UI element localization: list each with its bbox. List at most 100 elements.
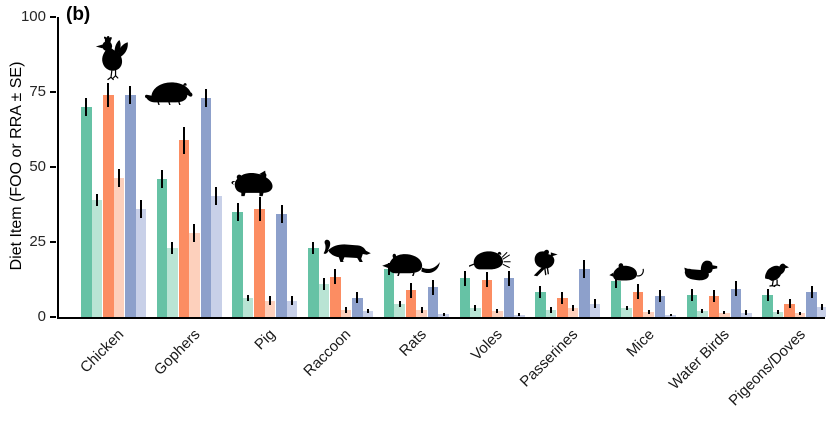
panel-label: (b) [66,4,91,25]
x-label-gophers: Gophers [150,326,204,379]
error-bar-foo-blue-raccoon [356,292,359,303]
bar-foo-orange-passerines [557,291,568,317]
bar-group-water-birds [686,17,752,317]
bar-pair-voles-1 [481,272,503,317]
x-label-mice: Mice [622,326,658,361]
error-bar-foo-blue-chicken [129,86,132,104]
error-bar-rra-orange-passerines [571,305,574,311]
bar-pair-raccoon-0 [308,242,330,317]
y-tick-label-50: 50 [29,158,46,175]
bar-foo-green-mice [610,274,622,317]
bar-rra-orange-chicken [113,168,124,317]
y-tick-mark-50 [50,166,56,168]
bar-pair-pigeons-doves-2 [806,285,826,317]
rat-icon [380,250,442,276]
error-bar-foo-orange-gophers [182,126,185,154]
bar-pair-gophers-0 [156,170,178,317]
bar-pair-chicken-1 [103,83,124,317]
bar-group-voles [459,17,525,317]
bar-rra-orange-passerines [567,305,579,317]
error-bar-rra-green-mice [625,305,628,311]
bar-foo-green-pig [232,203,243,317]
bar-group-raccoon [308,17,374,317]
x-label-passerines: Passerines [517,326,582,391]
bar-rra-orange-gophers [189,224,200,317]
error-bar-foo-orange-voles [485,272,488,287]
bar-pair-pig-0 [232,203,254,317]
error-bar-rra-orange-chicken [117,168,120,187]
error-bar-rra-green-water-birds [701,308,704,314]
x-label-raccoon: Raccoon [300,326,355,380]
error-bar-foo-blue-rats [432,279,435,295]
error-bar-rra-green-pigeons-doves [777,309,780,314]
duck-icon [682,258,718,282]
error-bar-rra-blue-water-birds [745,310,748,315]
bar-foo-blue-rats [427,279,439,317]
mouse-icon [609,262,645,282]
x-label-voles: Voles [468,326,507,364]
bar-foo-green-raccoon [308,242,319,317]
bar-pair-water-birds-0 [686,288,708,317]
bar-pair-pigeons-doves-0 [762,288,784,317]
bar-pair-pigeons-doves-1 [784,299,806,317]
bar-pair-passerines-1 [557,291,579,317]
bar-rra-blue-raccoon [362,308,374,317]
y-tick-label-0: 0 [37,308,46,325]
bar-group-chicken [81,17,146,317]
bar-rra-blue-mice [665,314,676,317]
bar-rra-green-raccoon [318,278,330,317]
error-bar-foo-green-pig [236,203,239,221]
bar-foo-blue-gophers [200,89,212,317]
bar-pair-raccoon-2 [352,292,374,317]
bar-foo-orange-gophers [178,126,190,317]
bar-rra-orange-mice [643,310,654,317]
bar-pair-passerines-0 [535,285,557,317]
bar-rra-orange-water-birds [719,310,730,317]
error-bar-foo-green-pigeons-doves [766,288,769,301]
error-bar-foo-orange-pigeons-doves [788,299,791,308]
bar-rra-blue-pig [286,296,298,317]
bar-foo-blue-passerines [579,260,590,317]
bar-foo-blue-voles [503,270,514,317]
error-bar-rra-blue-gophers [215,186,218,205]
error-bar-foo-green-chicken [85,98,88,116]
bar-rra-blue-rats [438,312,449,317]
error-bar-foo-blue-gophers [204,89,207,107]
y-tick-label-100: 100 [20,8,46,25]
bar-pair-rats-2 [427,279,449,317]
bar-group-pigeons-doves [762,17,826,317]
bar-rra-green-mice [621,305,632,317]
error-bar-foo-blue-water-birds [734,281,737,296]
bar-foo-blue-water-birds [730,281,742,317]
bar-pair-voles-2 [503,270,525,317]
bar-rra-green-water-birds [697,308,708,317]
error-bar-foo-green-raccoon [312,242,315,254]
bar-rra-green-gophers [167,242,178,317]
error-bar-rra-blue-chicken [139,200,142,218]
rooster-icon [92,36,130,82]
bar-rra-green-chicken [91,194,102,317]
bar-rra-green-rats [394,300,405,317]
bar-foo-orange-water-birds [708,290,720,317]
y-tick-label-75: 75 [29,83,46,100]
error-bar-foo-orange-passerines [561,291,564,304]
plot-area [57,17,826,319]
bar-foo-blue-raccoon [352,292,363,317]
error-bar-foo-blue-passerines [583,260,586,278]
bar-group-passerines [535,17,601,317]
bar-foo-orange-rats [405,282,417,317]
error-bar-foo-blue-mice [659,290,662,302]
error-bar-rra-orange-water-birds [723,310,726,315]
error-bar-foo-green-rats [388,263,391,275]
y-tick-mark-0 [50,316,56,318]
raccoon-icon [320,238,372,262]
bar-rra-green-passerines [545,306,557,317]
bar-rra-orange-raccoon [340,306,352,317]
bar-foo-green-chicken [81,98,92,317]
x-label-pig: Pig [251,326,279,354]
bar-foo-orange-pig [254,197,265,317]
vole-icon [469,248,511,272]
bar-foo-green-rats [383,263,395,317]
error-bar-rra-blue-pigeons-doves [821,304,824,311]
bar-rra-green-voles [470,305,481,317]
